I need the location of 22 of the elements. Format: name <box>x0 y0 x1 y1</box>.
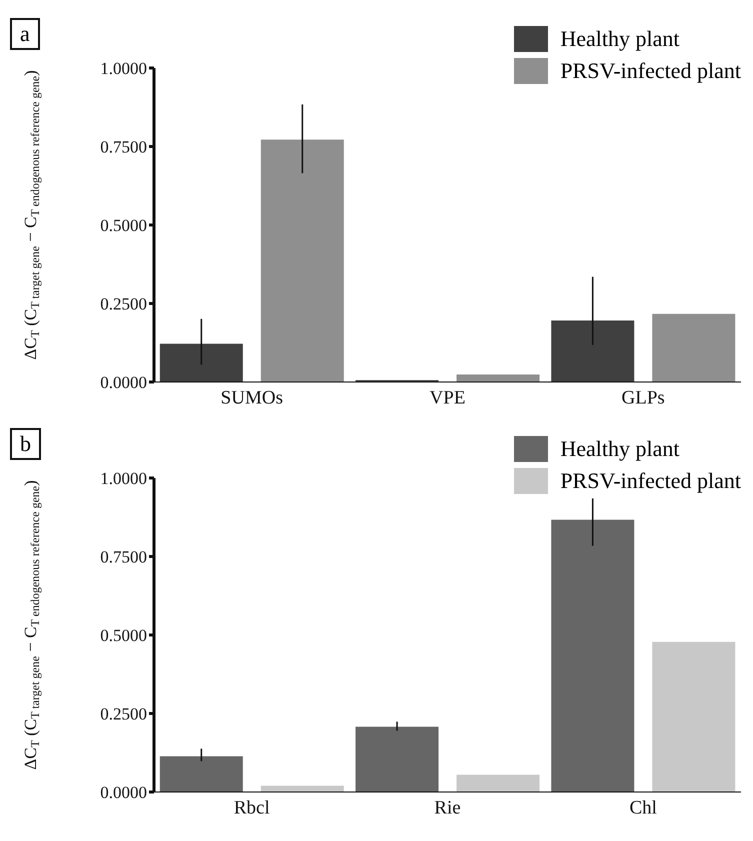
y-tick-label: 0.7500 <box>100 138 147 157</box>
legend-label: Healthy plant <box>560 436 680 462</box>
y-tick-label: 0.0000 <box>100 373 147 392</box>
legend-label: PRSV-infected plant <box>560 58 741 84</box>
y-tick-label: 0.7500 <box>100 548 147 567</box>
legend-label: Healthy plant <box>560 26 680 52</box>
y-tick-label: 1.0000 <box>100 469 147 488</box>
y-tick-label: 0.5000 <box>100 216 147 236</box>
y-tick-label: 0.2500 <box>100 294 147 314</box>
y-tick-label: 0.5000 <box>100 626 147 646</box>
legend-label: PRSV-infected plant <box>560 468 741 494</box>
x-tick-label: SUMOs <box>220 387 283 408</box>
chart-title: a <box>10 18 40 50</box>
x-tick-label: VPE <box>430 387 466 408</box>
x-tick-label: GLPs <box>622 387 665 408</box>
chart-title: b <box>10 428 41 460</box>
y-tick-label: 0.0000 <box>100 783 147 802</box>
y-tick-label: 1.0000 <box>100 59 147 78</box>
x-tick-label: Chl <box>629 797 657 818</box>
y-tick-label: 0.2500 <box>100 704 147 724</box>
x-tick-label: Rie <box>434 797 461 818</box>
x-tick-label: Rbcl <box>234 797 270 818</box>
